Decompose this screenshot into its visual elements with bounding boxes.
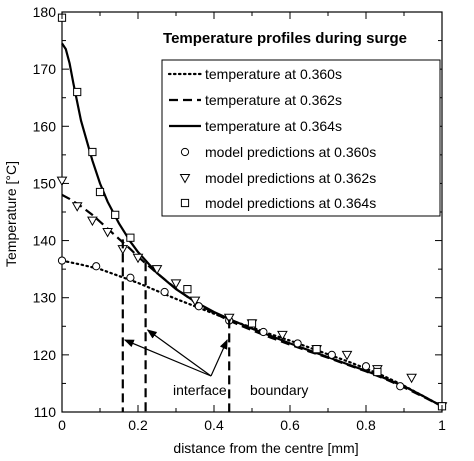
x-tick-label: 0.8 [356,417,376,433]
marker-triangle-down [132,253,144,264]
marker-square [126,233,135,242]
marker-square [73,87,82,97]
legend-marker-triangle-down [179,174,191,184]
annotation-arrow [123,339,212,377]
legend-label: model predictions at 0.360s [205,144,376,160]
x-tick-label: 0.6 [280,417,300,433]
legend-label: temperature at 0.362s [205,92,342,108]
legend-marker-square [180,198,190,208]
marker-triangle-down [56,176,68,187]
y-tick-label: 110 [34,404,57,420]
y-tick-label: 140 [33,233,57,249]
marker-triangle-down [170,279,182,289]
marker-square [111,210,120,219]
annotation-arrow [210,339,228,377]
marker-triangle-down [189,296,201,307]
legend-label: temperature at 0.360s [205,66,342,82]
marker-circle [194,302,203,311]
marker-circle [361,362,371,371]
marker-square [95,187,105,197]
marker-triangle-down [151,265,163,275]
legend-label: model predictions at 0.362s [205,170,376,186]
interface-boundary-annotation: interface boundary [121,239,308,412]
legend: temperature at 0.360s temperature at 0.36… [161,59,441,217]
marker-square [247,319,257,328]
marker-triangle-down [341,350,353,361]
legend-label: model predictions at 0.364s [205,195,376,211]
marker-square [373,367,382,377]
y-tick-label: 150 [33,175,57,191]
marker-circle [92,262,101,271]
legend-box [161,59,441,217]
x-tick-label: 0 [58,417,66,433]
x-axis-title: distance from the centre [mm] [173,440,358,456]
marker-triangle-down [102,228,113,238]
marker-circle [293,339,302,348]
y-tick-label: 120 [33,347,57,363]
y-tick-label: 170 [33,61,57,77]
x-tick-label: 0.2 [128,417,148,433]
marker-circle [259,327,268,337]
marker-triangle-down [71,202,83,212]
marker-circle [57,256,67,265]
x-tick-label: 0.4 [204,417,224,433]
marker-triangle-down [277,330,288,341]
annotation-label-boundary: boundary [250,382,308,398]
marker-circle [160,287,169,297]
series-line-dashed [61,193,443,408]
marker-square [312,345,321,354]
axis-ticks: 0 0.2 0.4 0.6 0.8 1 110 120 130 140 150 160 170 180 [33,4,446,433]
y-tick-label: 130 [33,290,57,306]
y-tick-label: 180 [33,4,57,20]
legend-label: temperature at 0.364s [205,118,342,134]
marker-square [88,147,97,157]
marker-circle [396,382,405,391]
marker-circle [327,350,336,359]
legend-marker-circle [180,147,190,157]
marker-circle [126,273,135,282]
marker-square [183,285,192,294]
marker-triangle-down [223,313,235,324]
y-tick-label: 160 [33,118,57,134]
x-tick-label: 1 [438,417,446,433]
annotation-label-interface: interface [173,382,227,398]
chart-title: Temperature profiles during surge [163,30,407,47]
annotation-arrow [146,329,212,377]
marker-triangle-down [406,373,417,384]
y-axis-title: Temperature [°C] [3,161,19,267]
marker-triangle-down [87,216,98,227]
